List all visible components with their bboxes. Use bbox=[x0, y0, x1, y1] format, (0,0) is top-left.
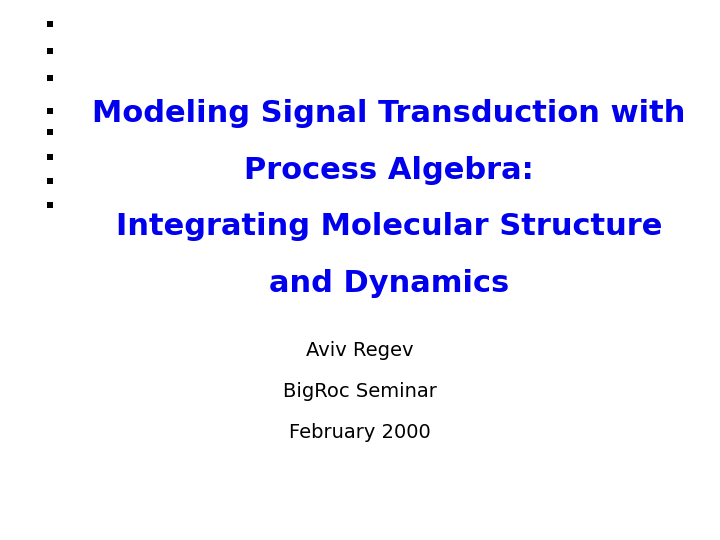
Text: and Dynamics: and Dynamics bbox=[269, 269, 509, 298]
Text: Process Algebra:: Process Algebra: bbox=[244, 156, 534, 185]
Text: Aviv Regev: Aviv Regev bbox=[306, 341, 414, 361]
Text: Integrating Molecular Structure: Integrating Molecular Structure bbox=[116, 212, 662, 241]
Text: Modeling Signal Transduction with: Modeling Signal Transduction with bbox=[92, 99, 685, 128]
Text: February 2000: February 2000 bbox=[289, 422, 431, 442]
Text: BigRoc Seminar: BigRoc Seminar bbox=[283, 382, 437, 401]
